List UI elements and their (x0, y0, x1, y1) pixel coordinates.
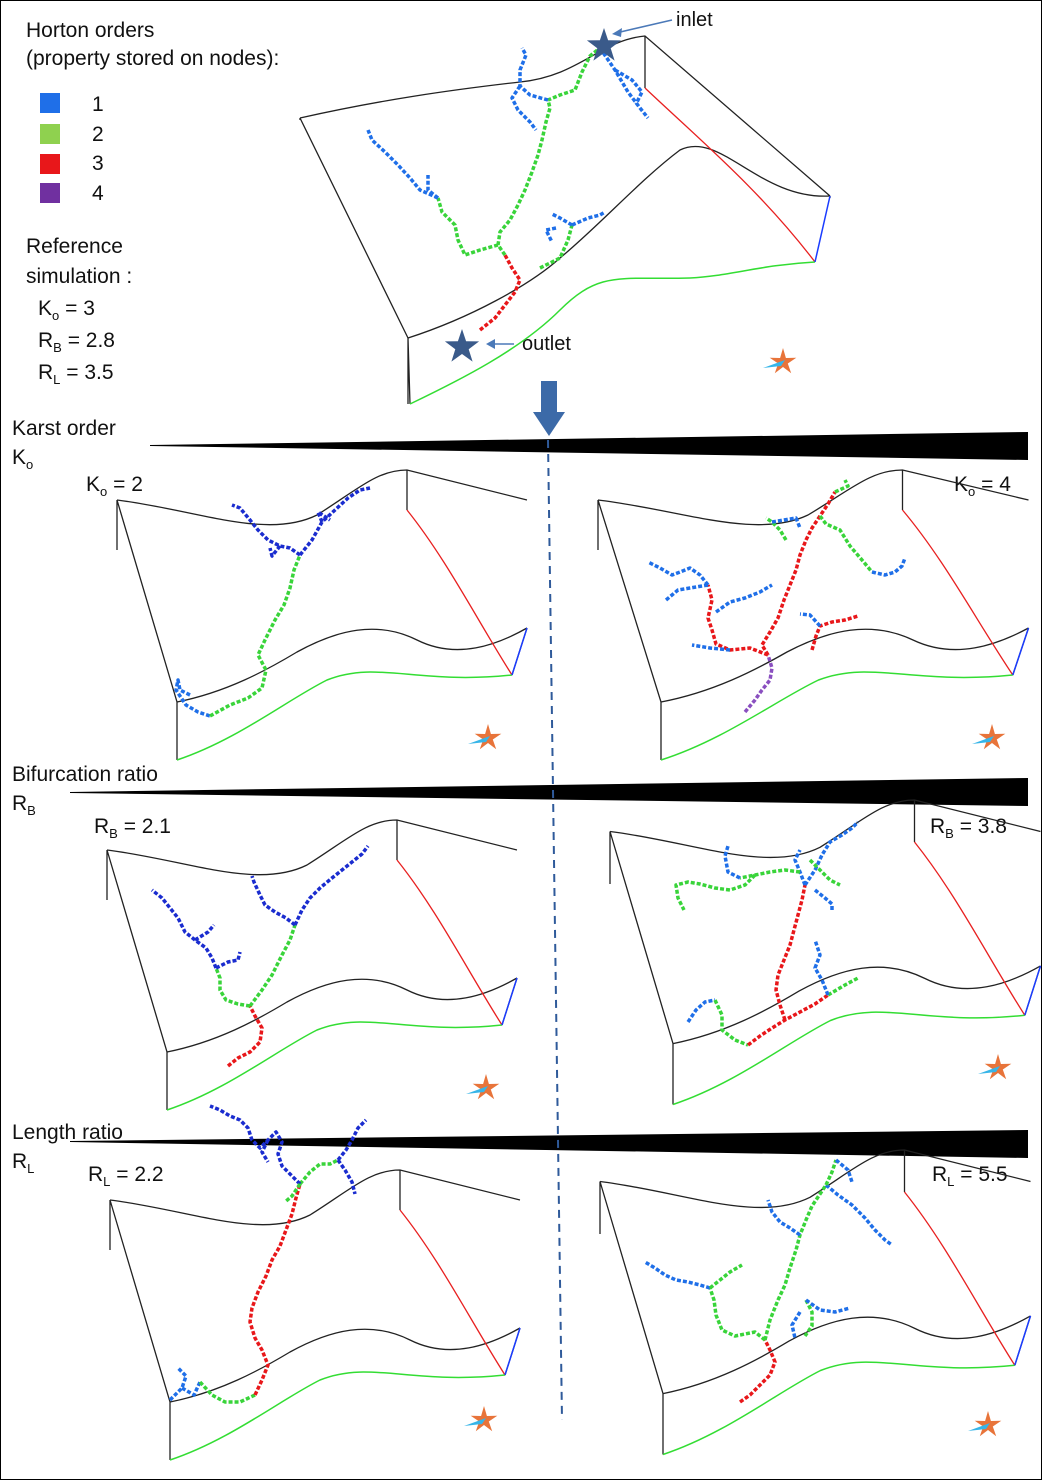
outlet-star-icon (444, 329, 480, 362)
section-title-karst-order: Karst order (12, 417, 116, 440)
inlet-label: inlet (676, 9, 713, 31)
block-ko-low (116, 469, 528, 761)
compass-icon-rb-low (466, 1074, 500, 1100)
legend-swatch-order-2 (40, 124, 60, 144)
label-rb-low: RB = 2.1 (94, 815, 171, 841)
compass-icon-rl-high (968, 1411, 1002, 1437)
section-symbol-rl: RL (12, 1150, 35, 1176)
block-rb-low (106, 819, 518, 1111)
compass-icon-rb-high (978, 1054, 1012, 1080)
section-symbol-rb: RB (12, 792, 36, 818)
compass-icon-rl-low (464, 1406, 498, 1432)
wedge-bar-karst-order (150, 432, 1028, 460)
inlet-star-icon (586, 28, 622, 61)
dashed-center-line (547, 439, 563, 1421)
legend-label-order-3: 3 (92, 152, 104, 175)
reference-rl: RL = 3.5 (38, 361, 114, 387)
down-arrow-icon (533, 381, 565, 436)
reference-ko: Ko = 3 (38, 297, 95, 323)
block-rb-high (609, 799, 1042, 1106)
wedge-bar-length-ratio (70, 1130, 1028, 1158)
compass-icon-ko-low (468, 724, 502, 750)
network-ko-high (647, 479, 907, 714)
reference-rb: RB = 2.8 (38, 329, 115, 355)
legend-swatch-order-3 (40, 154, 60, 174)
section-title-bifurcation-ratio: Bifurcation ratio (12, 763, 158, 786)
network-ko-low (174, 486, 371, 718)
outlet-arrow-icon (486, 339, 514, 349)
compass-icon-ko-high (972, 724, 1006, 750)
legend-title-line1: Horton orders (26, 19, 155, 42)
section-symbol-ko: Ko (12, 446, 34, 472)
legend-label-order-4: 4 (92, 182, 104, 205)
inlet-arrow-icon (612, 19, 673, 37)
outlet-label: outlet (522, 333, 571, 355)
wedge-bar-bifurcation-ratio (70, 778, 1028, 806)
compass-icon-reference (763, 348, 797, 374)
section-title-length-ratio: Length ratio (12, 1121, 123, 1144)
legend-label-order-1: 1 (92, 93, 104, 116)
legend-swatch-order-4 (40, 183, 60, 203)
label-rl-low: RL = 2.2 (88, 1163, 164, 1189)
reference-title-line2: simulation : (26, 265, 133, 288)
network-reference (366, 46, 650, 332)
legend-title-line2: (property stored on nodes): (26, 47, 280, 70)
label-rl-high: RL = 5.5 (932, 1163, 1008, 1189)
block-rl-high (599, 1149, 1032, 1456)
network-rb-high (674, 820, 860, 1047)
block-ko-high (597, 469, 1030, 761)
network-rb-low (150, 844, 370, 1068)
network-rl-low (168, 1104, 368, 1404)
network-rl-high (644, 1158, 894, 1404)
block-rl-low (109, 1169, 521, 1461)
reference-title-line1: Reference (26, 235, 123, 258)
label-ko-low: Ko = 2 (86, 473, 143, 499)
legend-label-order-2: 2 (92, 123, 104, 146)
label-rb-high: RB = 3.8 (930, 815, 1007, 841)
legend-swatch-order-1 (40, 93, 60, 113)
